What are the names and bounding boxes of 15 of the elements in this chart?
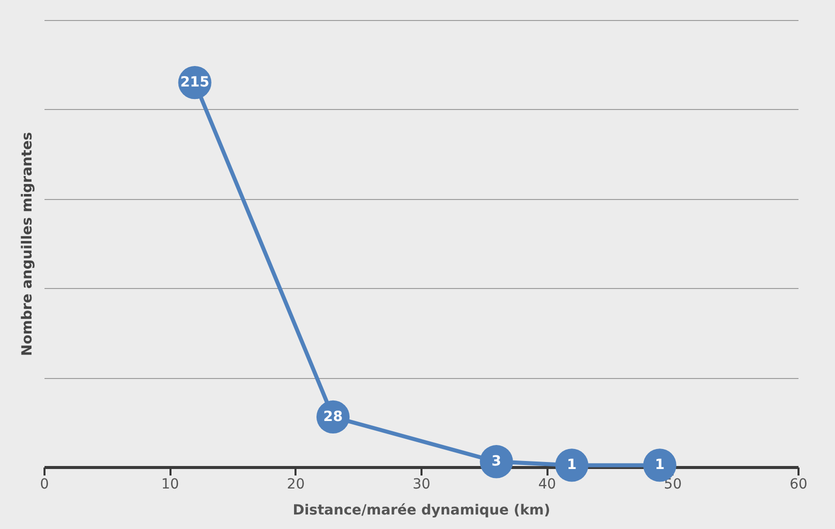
x-tick-label: 40 <box>538 476 556 492</box>
data-label: 1 <box>566 457 577 474</box>
y-axis-title: Nombre anguilles migrantes <box>20 132 36 356</box>
x-axis-title: Distance/marée dynamique (km) <box>292 502 550 518</box>
x-tick-label: 30 <box>412 476 430 492</box>
point <box>480 445 513 478</box>
x-tick-label: 20 <box>286 476 305 492</box>
data-label: 3 <box>492 454 502 470</box>
data-label: 28 <box>323 408 343 425</box>
data-label: 1 <box>654 457 665 474</box>
data-label: 215 <box>180 74 210 91</box>
x-tick-label: 10 <box>161 476 180 492</box>
point <box>555 448 588 482</box>
x-tick-label: 60 <box>790 476 808 492</box>
x-tick-label: 0 <box>40 476 49 492</box>
